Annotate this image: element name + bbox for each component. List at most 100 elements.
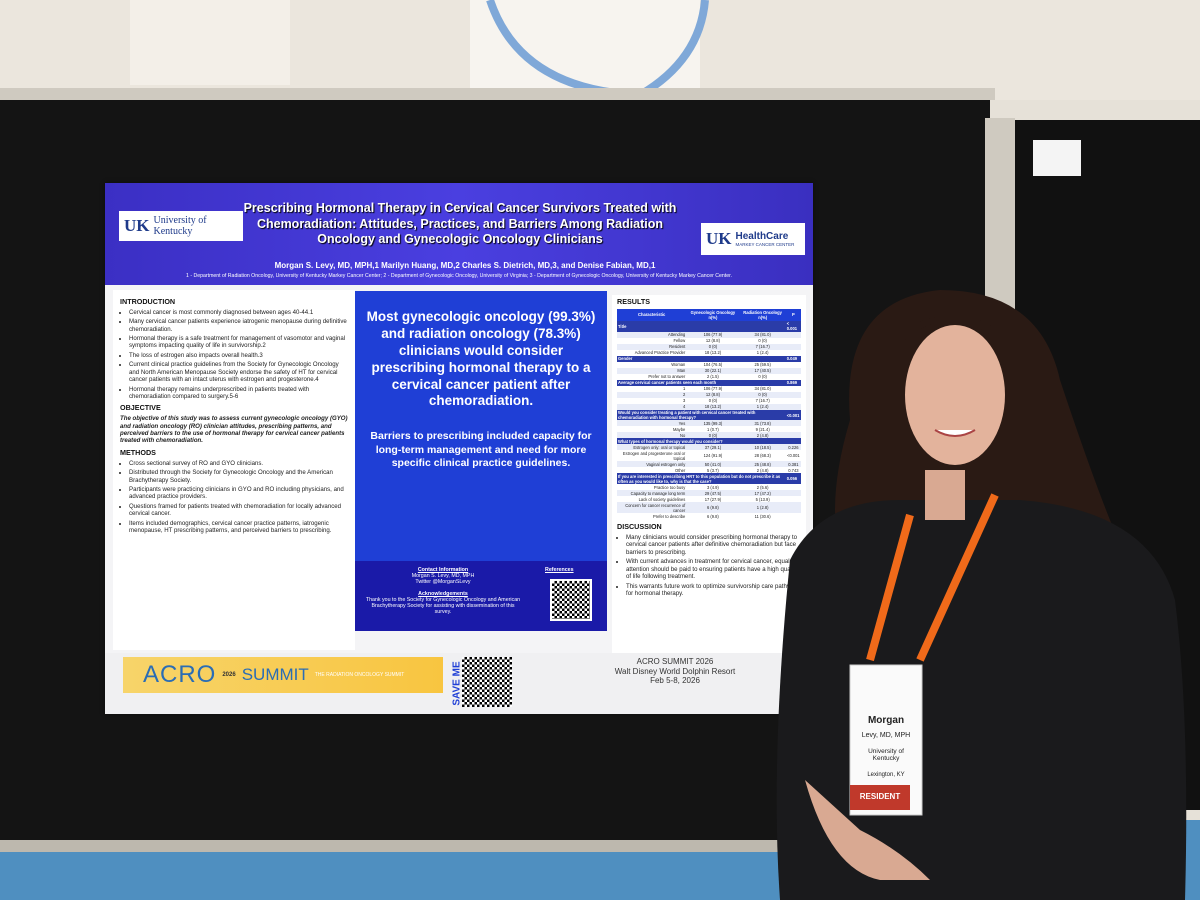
table-cell: 34 (81.0)	[754, 386, 771, 392]
table-cell: 0.743	[788, 467, 799, 473]
event-dates: Feb 5-8, 2026	[650, 676, 700, 686]
table-cell: Advanced Practice Provider	[634, 350, 686, 356]
table-row: Vaginal estrogen only 50 (41.0) 25 (48.8) 0…	[617, 461, 801, 468]
table-cell: 1 (2.4)	[739, 403, 786, 410]
table-group-title: Average cervical cancer patients seen ea…	[617, 379, 786, 386]
table-cell: Estrogen and progesterone oral or topica…	[622, 450, 686, 461]
table-row: Woman 104 (76.5) 25 (59.5)	[617, 362, 801, 368]
results-table: Characteristic Gynecologic Oncology n(%) R…	[617, 308, 801, 519]
table-cell: 11 (30.6)	[754, 513, 771, 519]
table-cell: Resident	[617, 343, 687, 350]
table-cell: 17 (47.2)	[739, 490, 786, 497]
logo-text: HealthCare	[735, 231, 789, 242]
table-cell: 17 (27.9)	[704, 496, 722, 502]
bullet: Distributed through the Society for Gyne…	[129, 469, 348, 484]
smile	[934, 429, 976, 437]
board-frame	[0, 88, 995, 100]
acro-name: ACRO	[143, 661, 217, 688]
table-cell: 5 (13.9)	[755, 496, 770, 502]
logo-right: UK HealthCare MARKEY CANCER CENTER	[701, 223, 805, 255]
table-cell: 0 (0)	[758, 338, 767, 344]
bullet: Cross sectional survey of RO and GYO cli…	[129, 460, 348, 467]
table-cell: Woman	[671, 362, 686, 368]
table-row: 1 106 (77.9) 34 (81.0)	[617, 386, 801, 392]
table-row: Lack of society guidelines 17 (27.9) 5 (13…	[617, 496, 801, 502]
section-heading: OBJECTIVE	[120, 403, 161, 413]
table-row: Advanced Practice Provider 18 (13.2) 1 (2.…	[617, 350, 801, 356]
hand	[805, 780, 930, 880]
table-cell: Man	[617, 367, 687, 374]
table-row: 3 0 (0) 7 (16.7)	[617, 398, 801, 404]
contact-heading: Contact Information	[417, 567, 469, 573]
table-cell	[785, 432, 801, 439]
table-row: Estrogen and progesterone oral or topica…	[617, 450, 801, 461]
table-cell	[785, 403, 801, 410]
acro-tagline: THE RADIATION ONCOLOGY SUMMIT	[314, 672, 405, 678]
table-cell	[785, 391, 801, 398]
table-cell: 17 (40.5)	[739, 367, 786, 374]
table-cell: 124 (91.9)	[703, 453, 723, 459]
table-cell: 25 (48.8)	[739, 461, 786, 468]
table-cell: 106 (77.9)	[703, 386, 723, 392]
table-cell: 0.869	[785, 379, 801, 386]
bullet: With current advances in treatment for c…	[626, 558, 801, 580]
table-cell: 3 (4.9)	[706, 484, 719, 490]
badge-ribbon	[850, 785, 910, 810]
poster: UK University of Kentucky Prescribing Ho…	[105, 183, 813, 714]
poster-footer: ACRO 2026 SUMMIT THE RADIATION ONCOLOGY …	[105, 653, 813, 714]
acro-logo: ACRO 2026 SUMMIT THE RADIATION ONCOLOGY …	[123, 657, 443, 693]
table-group-row: Would you consider treating a patient wi…	[617, 409, 801, 421]
contact-name: Morgan S. Levy, MD, MPH	[411, 573, 475, 579]
badge-role: RESIDENT	[859, 792, 901, 801]
table-row: Estrogen only: oral or topical 37 (29.1) 1…	[617, 444, 801, 451]
bullet: Participants were practicing clinicians …	[129, 486, 348, 501]
sign	[1033, 140, 1081, 176]
face	[905, 325, 1005, 465]
logo-sub: MARKEY CANCER CENTER	[735, 242, 795, 247]
table-row: Practice too busy 3 (4.9) 2 (5.6)	[617, 484, 801, 490]
table-cell: Estrogen only: oral or topical	[617, 444, 687, 451]
table-cell: 0.226	[785, 444, 801, 451]
section-heading: INTRODUCTION	[120, 297, 176, 306]
logo-text-group: HealthCare MARKEY CANCER CENTER	[736, 231, 795, 247]
acro-word: SUMMIT	[241, 665, 309, 684]
bullet: The loss of estrogen also impacts overal…	[129, 352, 348, 359]
table-cell: 9 (21.4)	[755, 426, 770, 432]
table-cell: 0 (0)	[686, 343, 740, 350]
bullet-list: Cross sectional survey of RO and GYO cli…	[120, 460, 348, 535]
table-cell: 0.056	[785, 473, 801, 485]
table-cell: 0 (0)	[686, 432, 740, 439]
table-cell: 0 (0)	[708, 398, 718, 404]
table-body: Title < 0.001 Attending 106 (77.9) 34 (81.0)…	[617, 320, 801, 519]
section-heading: RESULTS	[617, 297, 651, 306]
bullet-list: Many clinicians would consider prescribi…	[617, 534, 801, 597]
table-cell: 18 (13.2)	[686, 403, 740, 410]
table-cell: 7 (16.7)	[755, 398, 770, 404]
objective-text: The objective of this study was to asses…	[120, 415, 348, 445]
table-cell	[785, 343, 801, 350]
section-heading: METHODS	[120, 447, 156, 457]
table-row: Yes 135 (99.3) 31 (73.8)	[617, 420, 801, 427]
ack-heading: Acknowledgements	[418, 591, 468, 597]
table-cell: 5 (3.7)	[706, 467, 719, 473]
table-header: Characteristic Gynecologic Oncology n(%) R…	[617, 308, 801, 321]
neck	[925, 470, 965, 520]
table-cell: 4	[617, 403, 687, 410]
table-header-cell: Characteristic	[617, 308, 687, 321]
table-group-row: What types of hormonal therapy would you…	[617, 438, 801, 445]
lanyard	[866, 493, 999, 662]
table-cell: 1 (0.7)	[706, 426, 719, 432]
table-cell	[785, 367, 801, 374]
table-cell: Maybe	[672, 426, 686, 432]
table-header-cell: Radiation Oncology n(%)	[739, 308, 786, 321]
table-cell: 37 (29.1)	[686, 444, 740, 451]
table-cell: 12 (8.8)	[686, 391, 740, 398]
table-cell: 7 (16.7)	[739, 343, 786, 350]
table-row: Attending 106 (77.9) 34 (81.0)	[617, 331, 801, 338]
table-cell: 0 (0)	[739, 391, 786, 398]
table-cell	[785, 331, 801, 338]
table-cell: 28 (68.3)	[754, 453, 771, 459]
bullet: Current clinical practice guidelines fro…	[129, 361, 348, 383]
table-cell: <0.001	[787, 453, 800, 459]
table-cell	[785, 420, 801, 427]
